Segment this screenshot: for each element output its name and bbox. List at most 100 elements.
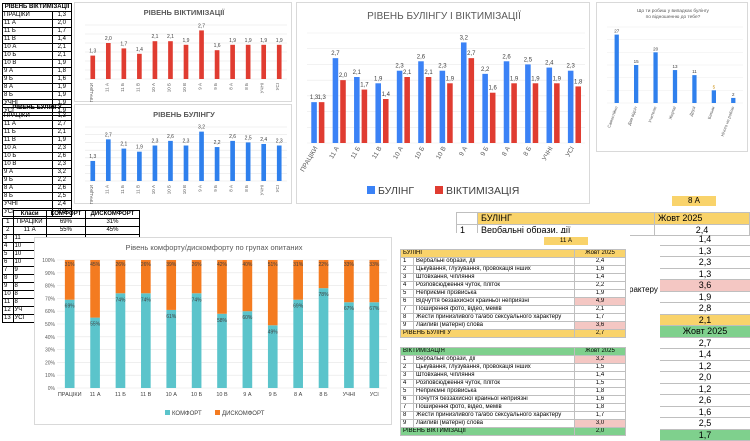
data-label-3: 1,9 — [136, 145, 143, 151]
tick-label-8: 9 Б — [213, 83, 218, 90]
sheet-11a-cell: 1,4 — [575, 372, 626, 380]
sheet-8a-value: 1,3 — [660, 246, 750, 258]
sheet-8a-value: 2,0 — [660, 372, 750, 384]
sheet-11a-cell: Жести принизливого та/або сексуального х… — [414, 314, 575, 322]
victimization-group: 8 А — [3, 84, 53, 92]
comfort-cell: 3 — [3, 235, 14, 243]
legend-swatch-1 — [435, 186, 443, 194]
data-label-0-9: 2,6 — [502, 54, 511, 60]
victimization-group: ПРАЦІКИ — [3, 12, 53, 20]
sheet-8a-value: 2,5 — [660, 418, 750, 430]
data-label-2: 20 — [653, 46, 659, 51]
sheet-8a-value: 3,6 — [660, 280, 750, 292]
sheet-8a-value: 1,4 — [660, 234, 750, 246]
sheet-11a-cell: 7 — [401, 404, 414, 412]
legend-swatch-1 — [215, 410, 220, 415]
bar-1-3 — [383, 99, 389, 143]
bar-1-6 — [447, 83, 453, 143]
bar-1-5 — [426, 77, 432, 143]
victimization-value: 2,1 — [52, 52, 72, 60]
sheet-8a-edge-text: рактеру — [629, 285, 658, 294]
sheet-8a-value: 1,2 — [660, 384, 750, 396]
tick-label-7: 9 А — [198, 185, 203, 192]
tick-label-3: 11 В — [135, 185, 140, 194]
data-label-1-1: 45% — [90, 262, 101, 268]
data-label-7: 3,2 — [198, 125, 205, 131]
data-label-1-12: 1,8 — [574, 79, 583, 85]
data-label-4: 2,3 — [151, 139, 158, 145]
data-label-0-4: 2,3 — [395, 64, 404, 70]
data-label-0-8: 2,2 — [481, 67, 490, 73]
bullying-group: 9 Б — [3, 177, 53, 185]
victimization-value: 2,1 — [52, 44, 72, 52]
bar-1-8 — [268, 260, 278, 325]
y-tick-9: 90% — [45, 271, 56, 277]
bullying-group: 11 В — [3, 137, 53, 145]
victimization-value: 1,9 — [52, 60, 72, 68]
data-label-0-2: 2,1 — [353, 70, 362, 76]
sheet-11a-cell: 1,5 — [575, 364, 626, 372]
sheet-11a-cell: Поширення фото, відео, мемів — [414, 404, 575, 412]
bar-6 — [184, 45, 189, 79]
tick-label-4: 10 А — [392, 145, 405, 161]
tick-label-10: 8 Б — [244, 83, 249, 90]
comfort-cell: 2 — [3, 227, 14, 235]
data-label-5: 2,1 — [167, 34, 174, 40]
chart-title: РІВЕНЬ БУЛІНГУ — [153, 110, 215, 119]
bar-1-12 — [575, 86, 581, 143]
bar-0-8 — [482, 74, 488, 143]
victimization-value: 1,9 — [52, 84, 72, 92]
data-label-1-9: 1,9 — [510, 76, 519, 82]
sheet-11a-title: 11 А — [544, 237, 588, 245]
tick-label-7: 9 А — [198, 83, 203, 90]
data-label-11: 2,4 — [260, 137, 267, 143]
comfort-cell: 45% — [85, 227, 139, 235]
bullying-value: 2,3 — [52, 145, 72, 153]
sheet-11a-cell: 1,8 — [575, 404, 626, 412]
y-tick-0: 0% — [48, 386, 56, 392]
data-label-0-6: 58% — [217, 318, 228, 324]
data-label-1: 2,7 — [105, 132, 112, 138]
bar-0-6 — [217, 314, 227, 388]
bar-11 — [261, 45, 266, 79]
bar-8 — [215, 147, 220, 181]
bar-0-1 — [90, 318, 100, 388]
sheet-8a-value: 2,1 — [660, 315, 750, 327]
data-label-1-10: 22% — [319, 262, 330, 268]
tick-label-1: 11 А — [104, 83, 109, 92]
data-label-6: 2,3 — [183, 139, 190, 145]
comfort-cell: 12 — [3, 307, 14, 315]
data-label-0-11: 67% — [344, 306, 355, 312]
bullying-group: 11 Б — [3, 129, 53, 137]
bar-0-3 — [375, 83, 381, 143]
data-label-12: 1,9 — [276, 38, 283, 44]
tick-label-12: УСІ — [565, 145, 576, 158]
sheet-11a-cell: Поширення фото, відео, мемів — [414, 306, 575, 314]
bar-1-1 — [90, 260, 100, 318]
bar-3 — [673, 70, 677, 103]
bar-11 — [261, 144, 266, 181]
bar-9 — [230, 45, 235, 79]
sheet-11a-cell: 2,1 — [575, 306, 626, 314]
bullying-group: ПРАЦІКИ — [3, 113, 53, 121]
bullying-value: 2,7 — [52, 121, 72, 129]
sheet-11a-cell: Жовт 2025 — [575, 250, 626, 258]
sheet-8a-value: 1,6 — [660, 407, 750, 419]
bar-0-11 — [547, 68, 553, 143]
bar-5 — [712, 90, 716, 103]
tick-label-8: 9 Б — [480, 146, 491, 158]
data-label-1-11: 1,9 — [553, 76, 562, 82]
